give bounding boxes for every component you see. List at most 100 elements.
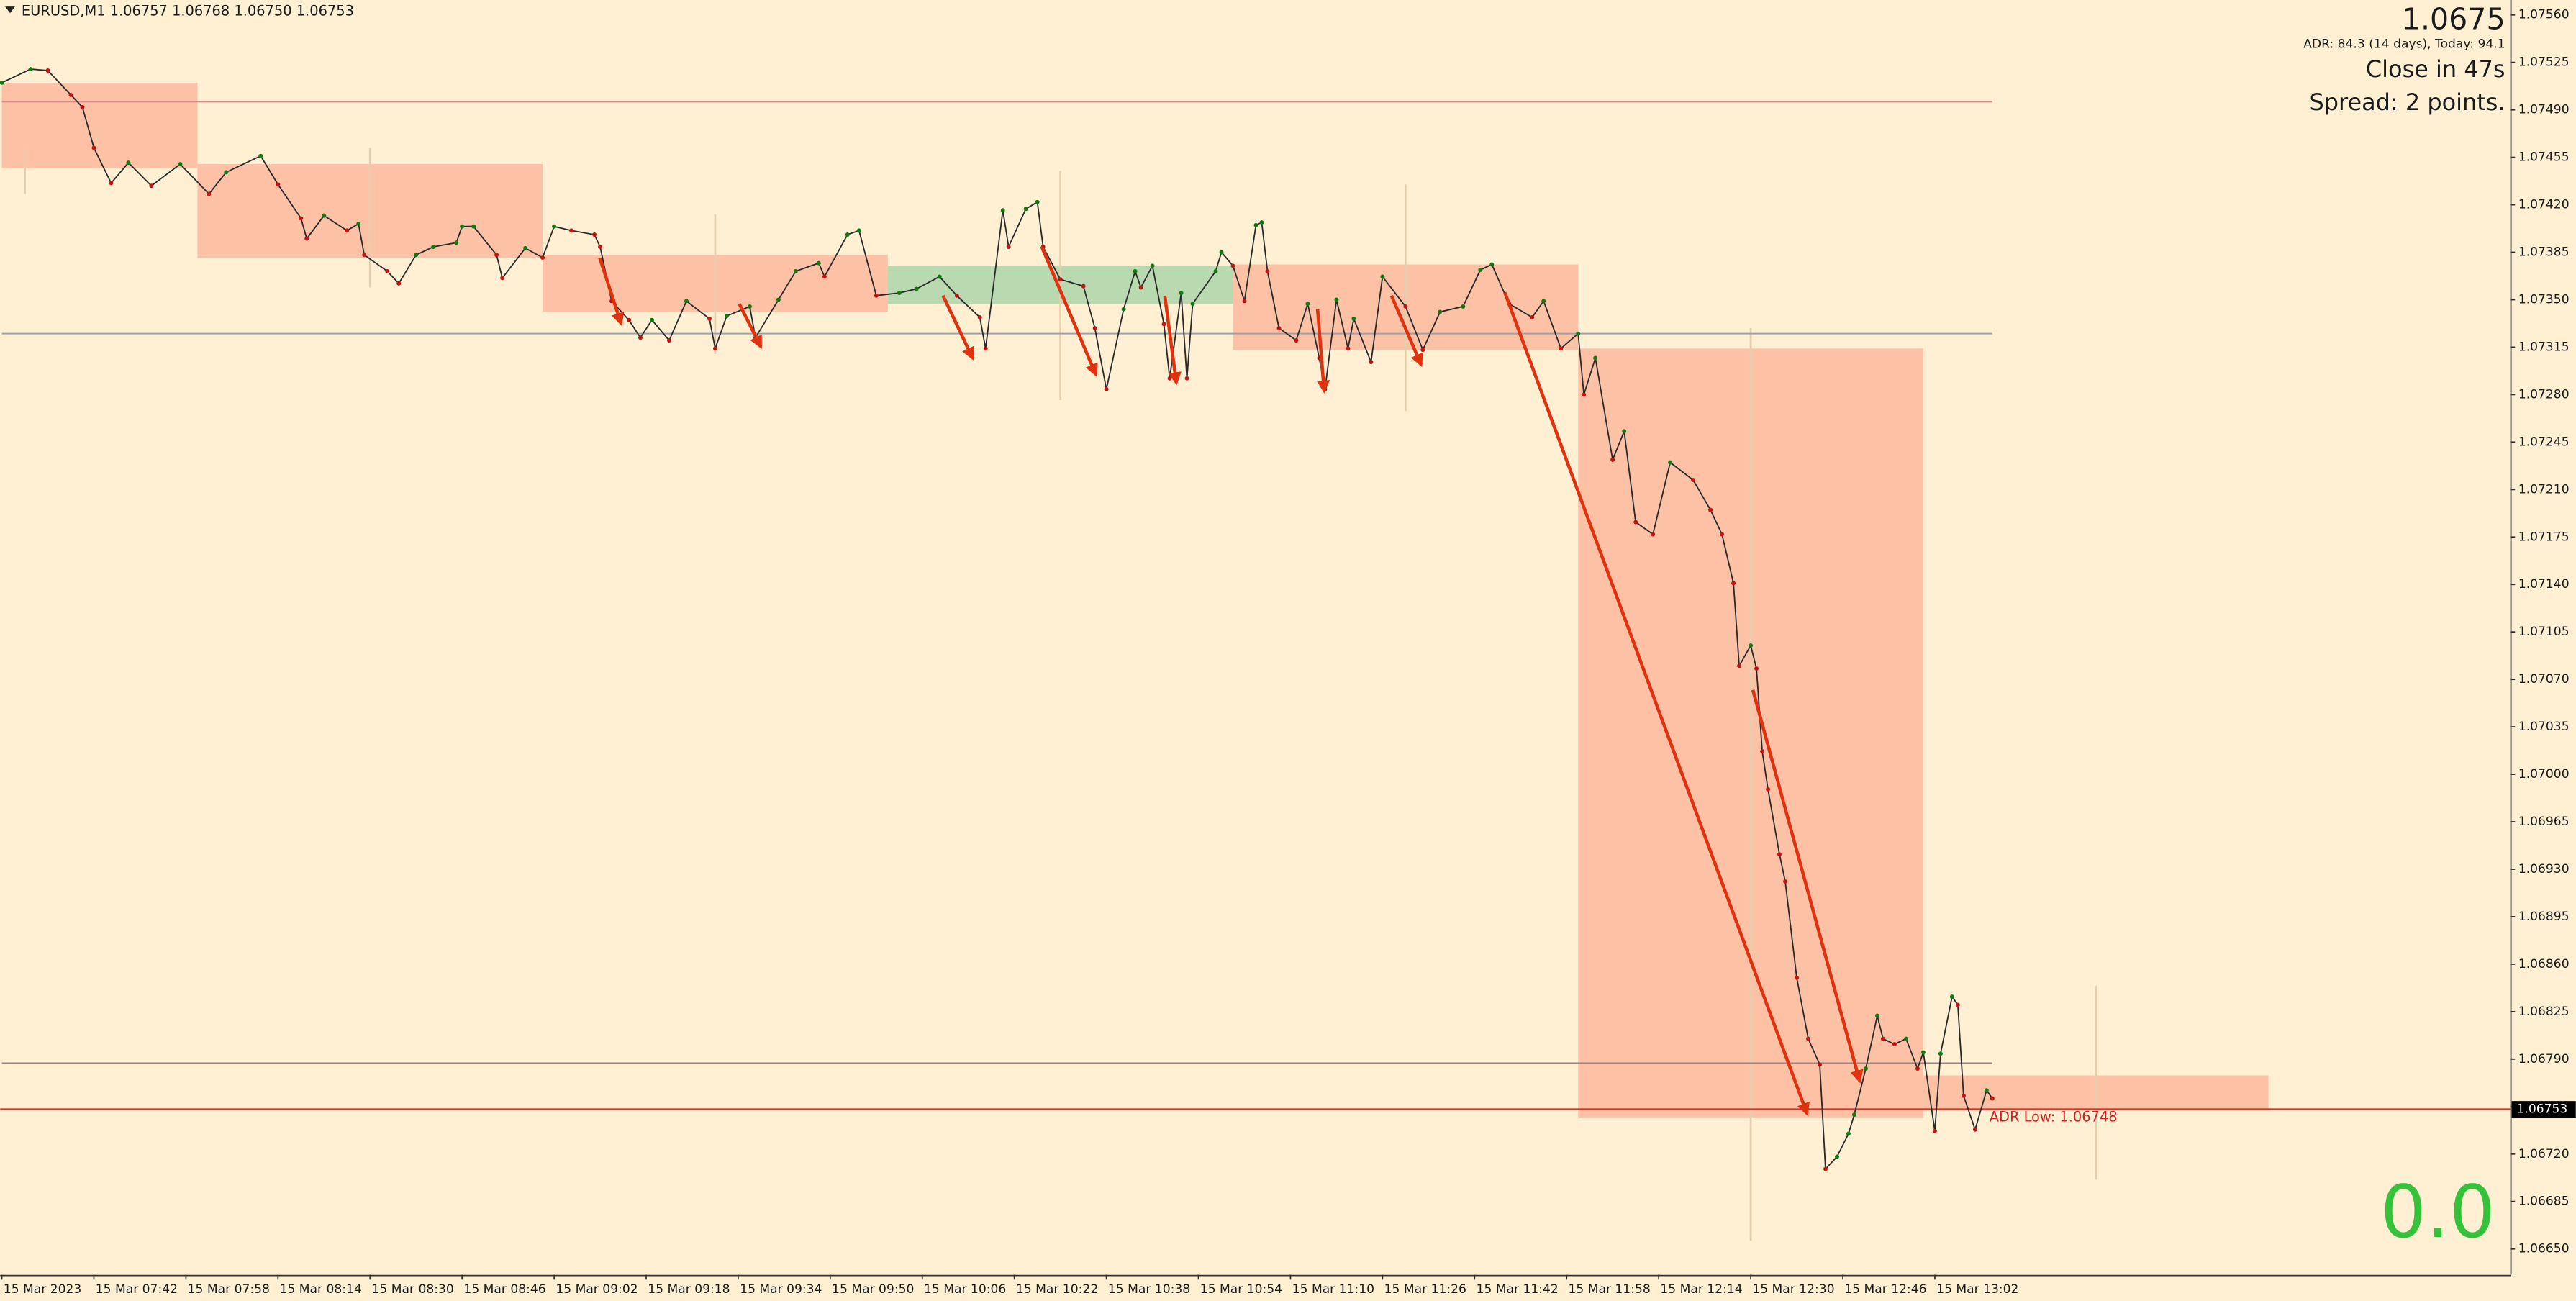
price-point [299, 216, 304, 221]
price-point [650, 317, 654, 322]
price-point [1478, 268, 1483, 272]
x-tick-label: 15 Mar 11:42 [1477, 1282, 1559, 1297]
price-point [816, 260, 821, 266]
price-point [149, 183, 154, 189]
price-point [1150, 263, 1155, 268]
price-point [322, 213, 327, 218]
price-point [1530, 315, 1535, 319]
y-tick-label: 1.07245 [2518, 435, 2570, 449]
y-tick-label: 1.06930 [2518, 862, 2570, 876]
price-point [592, 232, 597, 237]
price-point [1035, 199, 1040, 204]
price-point [897, 291, 902, 296]
price-point [747, 304, 752, 309]
price-point [1990, 1096, 1995, 1101]
price-point [1276, 326, 1282, 331]
price-point [937, 274, 942, 279]
price-point [1760, 749, 1765, 754]
price-point [1230, 263, 1235, 268]
arrow [1315, 308, 1330, 394]
price-point [1000, 208, 1005, 213]
price-point [1219, 250, 1224, 255]
y-tick-label: 1.06965 [2518, 815, 2570, 829]
price-point [1610, 457, 1615, 462]
y-tick-label: 1.07280 [2518, 387, 2570, 402]
price-point [1489, 262, 1495, 267]
y-tick-label: 1.07385 [2518, 245, 2570, 260]
price-point [1380, 274, 1385, 279]
x-tick-label: 15 Mar 09:02 [555, 1282, 638, 1297]
x-tick-label: 15 Mar 11:26 [1384, 1282, 1466, 1297]
price-point [1938, 1051, 1943, 1056]
price-point [28, 67, 33, 72]
x-tick-label: 15 Mar 09:18 [648, 1282, 730, 1297]
price-point [1253, 222, 1258, 227]
price-point [1880, 1036, 1885, 1041]
arrow [1040, 245, 1098, 377]
price-point [874, 293, 879, 298]
price-point [983, 346, 988, 351]
menu-icon [5, 6, 15, 14]
x-tick-label: 15 Mar 09:34 [740, 1282, 822, 1297]
price-point [500, 276, 505, 281]
price-point [1167, 376, 1172, 381]
price-point [1835, 1154, 1839, 1159]
arrow [941, 294, 974, 361]
arrows [598, 245, 1864, 1117]
price-point [178, 162, 183, 166]
price-point [1749, 643, 1754, 648]
arrow [598, 257, 625, 327]
x-tick-label: 15 Mar 10:54 [1200, 1282, 1282, 1297]
price-point [356, 221, 361, 226]
adr-info: ADR: 84.3 (14 days), Today: 94.1 [2303, 37, 2505, 52]
price-point [1541, 299, 1546, 304]
y-tick-label: 1.06860 [2518, 957, 2570, 971]
price-point [1403, 304, 1408, 309]
y-tick-label: 1.06790 [2518, 1052, 2570, 1066]
arrow [1163, 295, 1182, 386]
x-tick-label: 15 Mar 10:22 [1016, 1282, 1098, 1297]
spread-info: Spread: 2 points. [2309, 89, 2505, 116]
price-point [1265, 268, 1270, 273]
price-point [1651, 532, 1656, 537]
price-point [91, 145, 96, 150]
x-tick-label: 15 Mar 07:58 [188, 1282, 270, 1297]
close-timer: Close in 47s [2366, 55, 2505, 83]
price-point [1920, 1050, 1926, 1055]
price-point [126, 160, 131, 166]
price-point [1121, 307, 1126, 312]
price-point [345, 228, 350, 233]
price-point [1179, 291, 1184, 296]
y-tick-label: 1.07525 [2518, 55, 2570, 70]
price-point [1351, 316, 1356, 321]
price-point [304, 236, 309, 241]
adr-low-label: ADR Low: 1.06748 [1990, 1108, 2118, 1125]
price-point [845, 232, 850, 237]
price-point [471, 224, 476, 229]
price-point [1903, 1036, 1908, 1041]
x-tick-label: 15 Mar 07:42 [96, 1282, 178, 1297]
price-point [1213, 268, 1218, 273]
price-point [494, 253, 499, 258]
price-point [1720, 532, 1725, 537]
y-tick-label: 1.06685 [2518, 1195, 2570, 1209]
price-point [1092, 326, 1097, 331]
arrow [1751, 689, 1864, 1084]
price-point [684, 299, 689, 304]
price-point [1242, 299, 1247, 304]
price-point [1346, 346, 1351, 351]
price-point [454, 240, 459, 245]
price-point [1892, 1042, 1897, 1047]
price-point [1949, 994, 1954, 999]
price-point [0, 80, 4, 85]
x-tick-label: 15 Mar 10:38 [1108, 1282, 1190, 1297]
price-point [1915, 1066, 1920, 1071]
price-point [80, 104, 85, 109]
price-point [1731, 581, 1736, 586]
price-point [385, 268, 390, 273]
price-point [776, 297, 781, 302]
x-tick-label: 15 Mar 09:50 [832, 1282, 914, 1297]
price-point [1955, 1002, 1960, 1007]
price-point [1104, 386, 1109, 391]
